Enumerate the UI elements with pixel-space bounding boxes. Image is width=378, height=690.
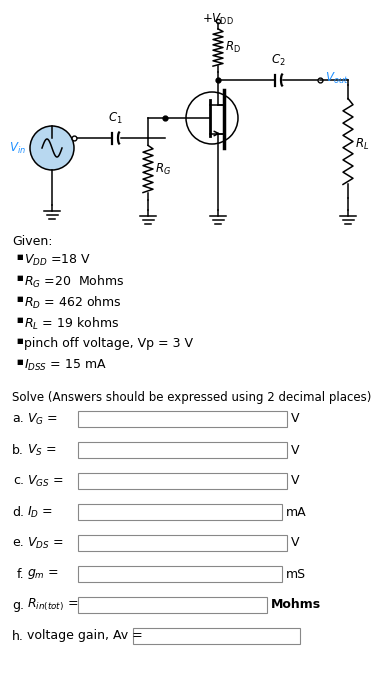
Text: voltage gain, Av =: voltage gain, Av =: [27, 629, 143, 642]
Text: Mohms: Mohms: [271, 598, 321, 611]
FancyBboxPatch shape: [78, 504, 282, 520]
Text: $V_{in}$: $V_{in}$: [9, 141, 26, 155]
Text: $V_G$ =: $V_G$ =: [27, 411, 58, 426]
Text: ■: ■: [16, 275, 23, 281]
Text: V: V: [291, 537, 299, 549]
FancyBboxPatch shape: [78, 566, 282, 582]
FancyBboxPatch shape: [78, 535, 287, 551]
FancyBboxPatch shape: [133, 628, 300, 644]
Text: $C_1$: $C_1$: [108, 111, 122, 126]
Text: e.: e.: [12, 537, 24, 549]
Text: d.: d.: [12, 506, 24, 518]
Text: mA: mA: [286, 506, 307, 518]
Text: $V_{DD}$ =18 V: $V_{DD}$ =18 V: [24, 253, 91, 268]
Text: $I_D$ =: $I_D$ =: [27, 504, 53, 520]
Text: ■: ■: [16, 254, 23, 260]
Text: V: V: [291, 475, 299, 488]
Text: Given:: Given:: [12, 235, 53, 248]
FancyBboxPatch shape: [78, 473, 287, 489]
Text: $R_L$ = 19 kohms: $R_L$ = 19 kohms: [24, 316, 119, 332]
Text: ■: ■: [16, 338, 23, 344]
Text: $C_2$: $C_2$: [271, 53, 285, 68]
Text: $I_{DSS}$ = 15 mA: $I_{DSS}$ = 15 mA: [24, 358, 107, 373]
Circle shape: [30, 126, 74, 170]
Text: $+V_{\rm DD}$: $+V_{\rm DD}$: [202, 12, 234, 27]
Text: b.: b.: [12, 444, 24, 457]
Text: $R_D$ = 462 ohms: $R_D$ = 462 ohms: [24, 295, 122, 311]
Text: mS: mS: [286, 567, 306, 580]
Text: $R_G$: $R_G$: [155, 161, 171, 177]
Text: $V_S$ =: $V_S$ =: [27, 442, 57, 457]
Text: $V_{DS}$ =: $V_{DS}$ =: [27, 535, 64, 551]
Text: ■: ■: [16, 317, 23, 323]
Text: V: V: [291, 413, 299, 426]
Text: a.: a.: [12, 413, 24, 426]
FancyBboxPatch shape: [78, 411, 287, 427]
Text: $R_L$: $R_L$: [355, 137, 369, 152]
Text: ■: ■: [16, 359, 23, 365]
Text: c.: c.: [13, 475, 24, 488]
Text: $V_{out}$: $V_{out}$: [325, 70, 349, 86]
FancyBboxPatch shape: [78, 597, 267, 613]
Text: Solve (Answers should be expressed using 2 decimal places): Solve (Answers should be expressed using…: [12, 391, 371, 404]
Text: g.: g.: [12, 598, 24, 611]
Text: f.: f.: [16, 567, 24, 580]
Text: pinch off voltage, Vp = 3 V: pinch off voltage, Vp = 3 V: [24, 337, 193, 350]
Text: $g_m$ =: $g_m$ =: [27, 567, 59, 581]
Text: ■: ■: [16, 296, 23, 302]
FancyBboxPatch shape: [78, 442, 287, 458]
Text: $R_{in(tot)}$ =: $R_{in(tot)}$ =: [27, 597, 78, 613]
Text: h.: h.: [12, 629, 24, 642]
Text: $V_{GS}$ =: $V_{GS}$ =: [27, 473, 64, 489]
Text: $R_{\rm D}$: $R_{\rm D}$: [225, 40, 241, 55]
Text: V: V: [291, 444, 299, 457]
Text: $R_G$ =20  Mohms: $R_G$ =20 Mohms: [24, 274, 125, 290]
